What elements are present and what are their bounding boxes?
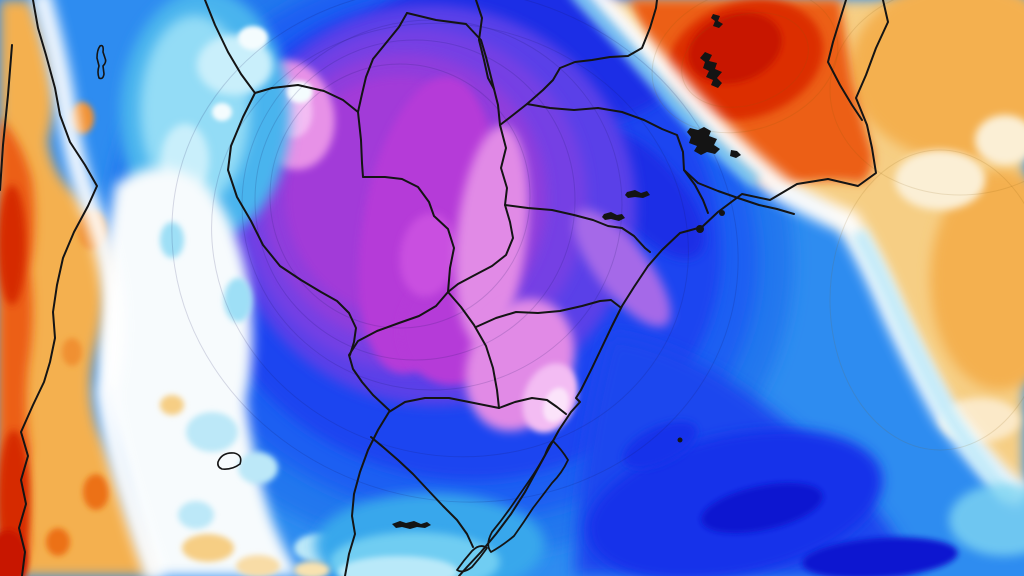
- contour-ring-warm: [829, 0, 1024, 196]
- pale-cyan-spot: [186, 412, 238, 452]
- pink-band-east: [455, 125, 529, 345]
- reservoir-lakes: [392, 14, 741, 529]
- pale-cyan-fringe-ocean: [850, 228, 1017, 504]
- ocean-navy-pocket: [802, 537, 958, 576]
- cream-patch: [895, 150, 985, 210]
- border-pacific-edge: [0, 44, 13, 191]
- ocean-navy-pocket: [701, 482, 823, 534]
- ocean-deep-blue-southeast: [575, 335, 958, 576]
- border-mg-sp-rj: [526, 103, 795, 215]
- red-core-west: [0, 530, 28, 576]
- border-bolivia-paraguay: [254, 84, 359, 113]
- white-spot: [238, 26, 268, 50]
- reservoir-blob: [687, 127, 720, 155]
- border-parana-santa-catarina: [475, 299, 621, 328]
- coastal-island: [696, 225, 704, 233]
- border-brazil-uruguay: [370, 436, 474, 548]
- orange-zone-topright: [850, 0, 1024, 160]
- border-andes-chile-argentina: [18, 0, 98, 576]
- border-paraguay-brazil: [357, 111, 455, 293]
- cream-patch: [975, 115, 1024, 165]
- tan-spot: [236, 555, 280, 576]
- cyan-fringe-east-inner: [573, 0, 761, 188]
- contour-ring-warm: [829, 149, 1024, 451]
- border-uruguay-river: [344, 397, 500, 576]
- red-streak-west: [0, 185, 26, 305]
- border-mg-sp-diagonal: [499, 0, 658, 126]
- coastal-lagoons: [96, 44, 569, 573]
- contour-ring: [269, 63, 531, 329]
- neutral-zone-west: [99, 167, 342, 576]
- reservoir-blob: [602, 212, 625, 221]
- border-mg-es: [827, 0, 863, 121]
- border-misiones-north: [447, 291, 500, 409]
- contour-line-texture: [171, 0, 1024, 503]
- border-go-mg-stub: [475, 0, 495, 90]
- contour-ring-warm: [681, 12, 809, 108]
- border-paraguay-argentina-west: [227, 92, 357, 356]
- pink-extension-core: [543, 387, 569, 423]
- cool-zone-south: [315, 493, 545, 576]
- contour-ring-warm: [651, 0, 839, 134]
- border-parana-river-south: [348, 291, 449, 411]
- tan-spot: [160, 395, 184, 415]
- cyan-spot: [224, 278, 252, 322]
- orange-zone-right-edge: [930, 170, 1024, 390]
- orange-spot: [46, 528, 70, 556]
- reservoir-blob: [711, 14, 723, 28]
- border-sp-ms-parana-river: [447, 124, 514, 293]
- pale-cyan-zone-south: [338, 556, 458, 576]
- warm-region-west: [0, 0, 330, 576]
- border-bolivia-argentina: [204, 0, 256, 94]
- border-santa-catarina-rs: [498, 397, 567, 415]
- contour-ring: [211, 22, 689, 458]
- coastline-brazil: [458, 0, 889, 576]
- lagoa-dos-patos: [487, 440, 569, 553]
- border-ms-east: [406, 12, 501, 126]
- reservoir-blob: [730, 150, 741, 158]
- cold-core-bright-spot: [399, 213, 457, 297]
- warm-region-east: [596, 0, 1024, 495]
- lagoa-mirim: [456, 545, 488, 573]
- pale-cyan-spot: [178, 501, 214, 529]
- cyan-corner-patch: [949, 484, 1024, 556]
- tan-spot: [182, 534, 234, 562]
- white-spot: [212, 103, 232, 121]
- neutral-transition-bands: [31, 0, 1024, 576]
- pale-cyan-spot: [238, 452, 278, 484]
- white-band-west: [31, 0, 166, 576]
- political-borders: [0, 0, 889, 576]
- cyan-spot: [160, 222, 184, 258]
- coastal-island: [719, 210, 725, 216]
- tan-spot: [294, 561, 330, 576]
- rs-lagoon-squiggle: [392, 521, 431, 529]
- reservoir-blob: [700, 52, 722, 88]
- contour-ring: [171, 0, 739, 503]
- small-lake-dot: [677, 437, 683, 443]
- orange-spot: [83, 474, 109, 510]
- ocean-dark-patch: [622, 421, 698, 469]
- warm-band-west: [0, 0, 152, 576]
- orange-spot: [62, 338, 82, 366]
- lavender-coastal-tongue: [573, 209, 671, 327]
- andean-salt-lake: [96, 44, 107, 80]
- mar-chiquita-lake: [217, 452, 242, 470]
- contour-ring: [254, 39, 576, 361]
- border-rj-sp-short: [683, 169, 709, 214]
- reservoir-blob: [625, 190, 650, 198]
- border-ms-northwest: [357, 12, 408, 113]
- border-sp-parana: [504, 204, 651, 253]
